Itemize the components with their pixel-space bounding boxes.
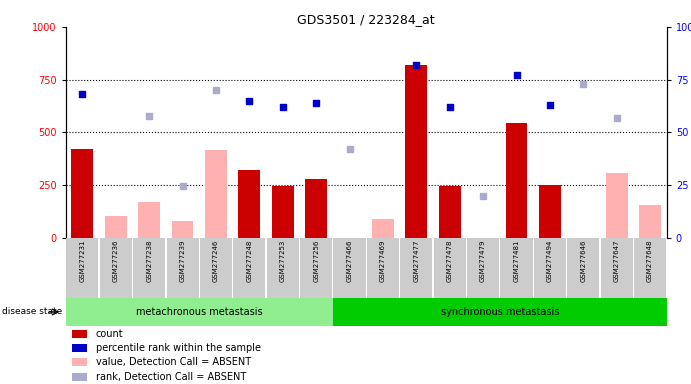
Bar <box>66 238 98 298</box>
Bar <box>133 238 165 298</box>
Point <box>244 98 255 104</box>
Bar <box>72 373 86 381</box>
Bar <box>234 238 265 298</box>
Bar <box>400 238 433 298</box>
Text: GSM277469: GSM277469 <box>380 240 386 282</box>
Title: GDS3501 / 223284_at: GDS3501 / 223284_at <box>297 13 435 26</box>
Bar <box>434 238 466 298</box>
Bar <box>300 238 332 298</box>
Point <box>210 87 221 93</box>
Text: GSM277479: GSM277479 <box>480 240 486 282</box>
Bar <box>267 238 299 298</box>
Bar <box>539 185 561 238</box>
Point <box>444 104 455 110</box>
Bar <box>334 238 366 298</box>
Text: GSM277646: GSM277646 <box>580 240 587 282</box>
Point <box>177 183 188 189</box>
Text: percentile rank within the sample: percentile rank within the sample <box>95 343 261 353</box>
Text: GSM277478: GSM277478 <box>446 240 453 282</box>
Text: GSM277648: GSM277648 <box>647 240 653 282</box>
Bar <box>171 221 193 238</box>
Bar <box>634 238 666 298</box>
Bar <box>500 238 533 298</box>
Bar <box>406 65 427 238</box>
Bar <box>567 238 599 298</box>
Text: GSM277466: GSM277466 <box>346 240 352 282</box>
Bar <box>238 170 261 238</box>
Point <box>310 100 321 106</box>
Bar <box>600 238 633 298</box>
Text: GSM277477: GSM277477 <box>413 240 419 282</box>
Point <box>578 81 589 87</box>
Bar <box>66 298 333 326</box>
Text: GSM277253: GSM277253 <box>280 240 286 282</box>
Text: GSM277238: GSM277238 <box>146 240 152 282</box>
Bar <box>100 238 132 298</box>
Bar <box>639 205 661 238</box>
Bar <box>167 238 198 298</box>
Bar <box>272 186 294 238</box>
Text: count: count <box>95 329 123 339</box>
Bar <box>467 238 499 298</box>
Text: GSM277246: GSM277246 <box>213 240 219 282</box>
Text: GSM277494: GSM277494 <box>547 240 553 282</box>
Text: metachronous metastasis: metachronous metastasis <box>136 307 263 317</box>
Point <box>611 114 622 121</box>
Text: synchronous metastasis: synchronous metastasis <box>441 307 559 317</box>
Point <box>545 102 556 108</box>
Point <box>344 146 355 152</box>
Text: value, Detection Call = ABSENT: value, Detection Call = ABSENT <box>95 358 251 367</box>
Bar <box>606 173 627 238</box>
Bar <box>138 202 160 238</box>
Point <box>410 62 422 68</box>
Bar <box>534 238 566 298</box>
Bar <box>205 151 227 238</box>
Bar <box>105 216 126 238</box>
Point <box>511 73 522 79</box>
Bar <box>72 344 86 352</box>
Text: GSM277236: GSM277236 <box>113 240 119 282</box>
Bar <box>305 179 327 238</box>
Point <box>77 91 88 98</box>
Bar <box>439 186 461 238</box>
Text: GSM277231: GSM277231 <box>79 240 86 282</box>
Bar <box>200 238 232 298</box>
Text: GSM277256: GSM277256 <box>313 240 319 282</box>
Text: rank, Detection Call = ABSENT: rank, Detection Call = ABSENT <box>95 372 246 382</box>
Point <box>144 113 155 119</box>
Bar <box>367 238 399 298</box>
Point <box>277 104 288 110</box>
Text: GSM277239: GSM277239 <box>180 240 186 282</box>
Point <box>477 193 489 199</box>
Text: disease state: disease state <box>2 308 62 316</box>
Bar <box>506 123 527 238</box>
Text: GSM277481: GSM277481 <box>513 240 520 282</box>
Bar <box>72 358 86 366</box>
Bar <box>372 219 394 238</box>
Text: GSM277248: GSM277248 <box>246 240 252 282</box>
Bar <box>72 329 86 338</box>
Bar <box>333 298 667 326</box>
Bar <box>71 149 93 238</box>
Text: GSM277647: GSM277647 <box>614 240 620 282</box>
